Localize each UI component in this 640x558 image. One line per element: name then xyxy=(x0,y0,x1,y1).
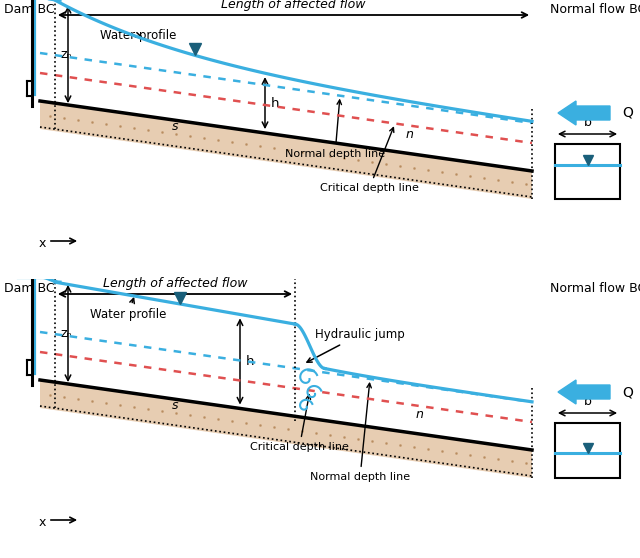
Text: Critical depth line: Critical depth line xyxy=(250,395,349,452)
Text: b: b xyxy=(584,116,591,129)
Polygon shape xyxy=(40,380,532,478)
FancyArrow shape xyxy=(558,380,610,404)
Text: Normal flow BC: Normal flow BC xyxy=(550,3,640,16)
Text: s: s xyxy=(172,399,179,412)
Text: Critical depth line: Critical depth line xyxy=(320,128,419,193)
Text: n: n xyxy=(406,128,414,141)
Polygon shape xyxy=(40,101,532,199)
Text: zₙ: zₙ xyxy=(60,327,72,340)
Text: h: h xyxy=(271,97,280,109)
Text: h: h xyxy=(246,355,255,368)
Text: s: s xyxy=(172,120,179,133)
Text: b: b xyxy=(584,395,591,408)
Text: n: n xyxy=(416,408,424,421)
Text: Q: Q xyxy=(622,385,633,399)
Text: Hydraulic jump: Hydraulic jump xyxy=(307,328,404,362)
Text: Normal depth line: Normal depth line xyxy=(285,100,385,159)
Text: Length of affected flow: Length of affected flow xyxy=(103,277,247,290)
Text: Length of affected flow: Length of affected flow xyxy=(221,0,365,11)
Text: Water profile: Water profile xyxy=(100,29,177,42)
Text: Normal depth line: Normal depth line xyxy=(310,383,410,482)
Text: Dam BC: Dam BC xyxy=(4,282,54,295)
Bar xyxy=(555,144,620,199)
Bar xyxy=(555,423,620,478)
FancyArrow shape xyxy=(558,101,610,125)
Text: Water profile: Water profile xyxy=(90,299,166,321)
Text: x: x xyxy=(38,516,45,529)
Text: Normal flow BC: Normal flow BC xyxy=(550,282,640,295)
Text: zₙ: zₙ xyxy=(60,48,72,61)
Text: x: x xyxy=(38,237,45,250)
Text: Dam BC: Dam BC xyxy=(4,3,54,16)
Text: Q: Q xyxy=(622,106,633,120)
